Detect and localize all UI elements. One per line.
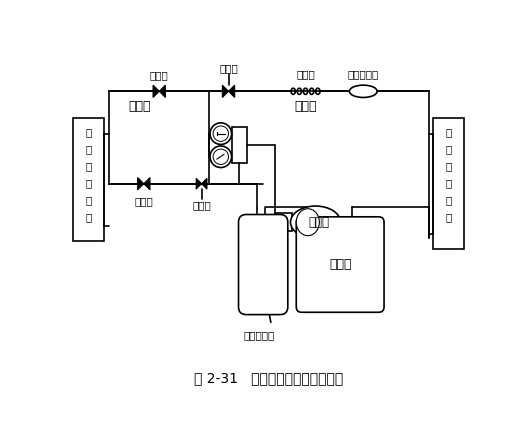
Ellipse shape (350, 85, 377, 98)
Text: 换: 换 (445, 195, 452, 205)
Circle shape (210, 146, 232, 168)
Bar (275, 213, 292, 231)
Text: 低压阀: 低压阀 (192, 201, 211, 211)
Text: 外: 外 (445, 144, 452, 154)
Text: 截止阀: 截止阀 (135, 196, 153, 206)
Text: 干燥过滤器: 干燥过滤器 (347, 69, 379, 79)
Text: 室: 室 (445, 127, 452, 137)
Polygon shape (159, 85, 166, 98)
Polygon shape (222, 85, 228, 98)
Text: 截止阀: 截止阀 (150, 70, 169, 80)
Polygon shape (228, 85, 235, 98)
Text: 气液分离器: 气液分离器 (244, 330, 275, 340)
Bar (232, 128, 247, 163)
Text: 器: 器 (445, 212, 452, 222)
Ellipse shape (296, 209, 319, 236)
Bar (73, 118, 104, 242)
Polygon shape (153, 85, 159, 98)
Polygon shape (202, 178, 207, 189)
Text: 室外机: 室外机 (294, 100, 317, 113)
Text: 交: 交 (445, 178, 452, 188)
Text: 热: 热 (85, 161, 92, 171)
Text: 毛细管: 毛细管 (296, 69, 315, 79)
Text: 换: 换 (85, 195, 92, 205)
Ellipse shape (290, 206, 341, 238)
Text: 热: 热 (445, 161, 452, 171)
FancyBboxPatch shape (238, 214, 288, 315)
Text: 器: 器 (85, 212, 92, 222)
Polygon shape (138, 177, 144, 190)
Text: 图 2-31   分体式空调器双侧抽真空: 图 2-31 分体式空调器双侧抽真空 (194, 371, 343, 385)
Text: 内: 内 (85, 144, 92, 154)
Polygon shape (144, 177, 150, 190)
Text: 交: 交 (85, 178, 92, 188)
Circle shape (210, 123, 232, 144)
Text: 真空泵: 真空泵 (308, 216, 329, 229)
Text: 室内机: 室内机 (129, 100, 151, 113)
Text: 室: 室 (85, 127, 92, 137)
Polygon shape (196, 178, 202, 189)
Bar (433, 118, 464, 249)
Text: 高压阀: 高压阀 (219, 63, 238, 73)
Text: 压缩机: 压缩机 (329, 258, 352, 271)
FancyBboxPatch shape (296, 217, 384, 312)
